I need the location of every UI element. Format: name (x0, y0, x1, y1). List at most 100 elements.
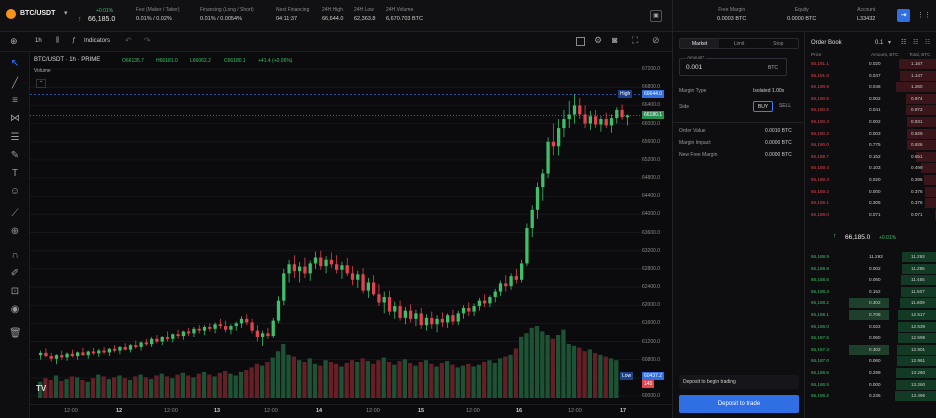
deposit-icon[interactable]: ⇥ (897, 9, 910, 22)
stat-fee: Fee (Maker / Taker) 0.01% / 0.02% (136, 7, 180, 22)
order-total: 0.651 (911, 153, 923, 159)
candle-type-icon[interactable]: ⫼ (56, 37, 60, 44)
redo-icon[interactable]: ↷ (144, 36, 151, 45)
order-total: 0.396 (911, 177, 923, 182)
bid-row[interactable]: 66,188.1 0.708 12.517 (805, 310, 936, 320)
ask-row[interactable]: 66,189.3 0.020 0.396 (805, 175, 936, 185)
bid-row[interactable]: 66,188.0 0.022 12.539 (805, 321, 936, 332)
candle (393, 306, 397, 312)
buy-toggle[interactable]: BUY (753, 101, 773, 112)
bid-row[interactable]: 66,186.6 0.299 13.260 (805, 368, 936, 378)
trend-line-icon[interactable]: ╱ (11, 78, 19, 89)
ask-row[interactable]: 66,190.3 0.002 0.931 (805, 117, 936, 127)
margin-type-value[interactable]: Isolated 1.00x (753, 88, 785, 94)
ask-row[interactable]: 66,191.1 0.020 1.167 (805, 59, 936, 69)
bid-row[interactable]: 66,187.6 0.060 12.599 (805, 333, 936, 344)
book-bids-icon[interactable]: ☷ (913, 40, 919, 46)
bid-row[interactable]: 66,188.9 11.293 11.293 (805, 252, 936, 262)
indicators-icon[interactable]: ƒ (72, 37, 76, 44)
fullscreen-area-icon[interactable] (576, 37, 585, 46)
candle (218, 324, 222, 327)
bid-row[interactable]: 66,187.0 0.060 12.961 (805, 356, 936, 367)
fib-icon[interactable]: ☰ (10, 132, 20, 143)
price-chart[interactable]: BTC/USDT · 1h · PRIME O66135.7 H66181.0 … (30, 52, 642, 404)
lock-drawing-icon[interactable]: ✐ (10, 268, 20, 279)
bid-row[interactable]: 66,186.2 0.236 13.496 (805, 391, 936, 402)
camera-icon[interactable]: ◙ (612, 35, 618, 45)
order-total: 0.926 (911, 142, 923, 148)
bid-row[interactable]: 66,188.3 0.152 11.507 (805, 286, 936, 297)
ask-row[interactable]: 66,189.0 0.071 0.071 (805, 209, 936, 220)
tab-market[interactable]: Market (680, 39, 720, 48)
chevron-down-icon[interactable]: ▾ (888, 40, 892, 46)
interval-selector[interactable]: 1h (35, 38, 42, 44)
add-symbol-icon[interactable]: ⊕ (10, 36, 18, 46)
ask-row[interactable]: 66,190.9 0.046 1.260 (805, 82, 936, 93)
brush-icon[interactable]: ✎ (10, 150, 20, 161)
magnet-icon[interactable]: ∩ (11, 250, 19, 261)
volume-bar (48, 380, 53, 398)
ask-row[interactable]: 66,189.7 0.152 0.651 (805, 151, 936, 162)
depth-bar (924, 186, 936, 197)
cursor-icon[interactable]: ↖ (10, 58, 20, 69)
undo-icon[interactable]: ↶ (125, 36, 132, 45)
horizontal-lines-icon[interactable]: ≡ (12, 95, 18, 106)
menu-grid-icon[interactable]: ⋮⋮ (917, 12, 931, 19)
emoji-icon[interactable]: ☺ (9, 186, 21, 197)
ask-row[interactable]: 66,189.2 0.000 0.376 (805, 186, 936, 197)
volume-bar (260, 365, 265, 398)
ask-row[interactable]: 66,190.2 0.003 0.929 (805, 128, 936, 139)
book-both-icon[interactable]: ☷ (901, 40, 907, 46)
lock-icon[interactable]: ⊡ (10, 286, 20, 297)
amount-field[interactable]: Amount* 0.001 BTC (679, 55, 787, 76)
pair-selector[interactable]: BTC/USDT (20, 10, 56, 17)
candle (250, 322, 254, 331)
volume-bar (529, 327, 534, 398)
order-price: 66,188.0 (811, 323, 829, 329)
deposit-button[interactable]: Deposit to trade (679, 395, 799, 413)
eye-icon[interactable]: ◉ (10, 304, 20, 315)
bid-row[interactable]: 66,187.3 0.302 12.901 (805, 344, 936, 355)
text-icon[interactable]: T (11, 168, 19, 179)
ruler-icon[interactable]: ⟋ (11, 208, 19, 219)
gear-icon[interactable]: ⚙ (594, 35, 603, 45)
bid-row[interactable]: 66,186.5 0.000 13.260 (805, 379, 936, 390)
tab-limit[interactable]: Limit (733, 41, 745, 47)
ask-row[interactable]: 66,190.0 0.775 0.926 (805, 140, 936, 151)
price-step-selector[interactable]: 0.1 (875, 40, 884, 46)
compass-icon[interactable]: ⊘ (652, 35, 660, 45)
sell-toggle[interactable]: SELL (778, 103, 792, 109)
ask-row[interactable]: 66,190.5 0.041 0.972 (805, 105, 936, 116)
chevron-down-icon[interactable]: ▾ (64, 10, 68, 17)
volume-bar (540, 331, 545, 398)
trash-icon[interactable]: 🗑 (9, 328, 22, 339)
layout-icon[interactable]: ▣ (650, 10, 662, 22)
candle (229, 326, 233, 330)
indicators-button[interactable]: Indicators (84, 38, 111, 44)
order-amount: 0.152 (869, 153, 881, 159)
candle (187, 331, 191, 334)
ask-row[interactable]: 66,189.4 0.103 0.499 (805, 163, 936, 174)
tab-stop[interactable]: Stop (773, 41, 784, 47)
ask-row[interactable]: 66,191.0 0.047 1.147 (805, 70, 936, 81)
candle (387, 297, 392, 312)
time-tick-label: 15 (418, 408, 425, 414)
order-total: 0.972 (911, 107, 923, 113)
last-price: 66,185.0 (88, 16, 116, 23)
time-axis[interactable]: 12:00 12 12:00 13 12:00 14 12:00 15 12:00 16 12:00… (30, 404, 672, 418)
ask-row[interactable]: 66,190.6 0.002 0.974 (805, 93, 936, 104)
pattern-icon[interactable]: ⋈ (10, 113, 20, 124)
bid-row[interactable]: 66,188.6 0.060 11.455 (805, 275, 936, 286)
candle (340, 265, 344, 270)
price-axis[interactable]: 67200.0 66800.0 66400.0 66000.0 65600.0 65200… (642, 52, 672, 404)
expand-icon[interactable]: ⛶ (632, 35, 639, 45)
order-amount: 0.236 (869, 393, 881, 399)
collapse-icon[interactable]: ⌃ (36, 79, 46, 88)
bid-row[interactable]: 66,188.2 0.302 11.809 (805, 298, 936, 309)
bid-row[interactable]: 66,188.8 0.002 11.295 (805, 263, 936, 274)
order-price: 66,188.8 (811, 265, 829, 271)
zoom-icon[interactable]: ⊕ (10, 226, 20, 237)
volume-bar (96, 374, 101, 398)
book-asks-icon[interactable]: ☷ (925, 40, 931, 46)
ask-row[interactable]: 66,189.1 0.305 0.376 (805, 198, 936, 209)
